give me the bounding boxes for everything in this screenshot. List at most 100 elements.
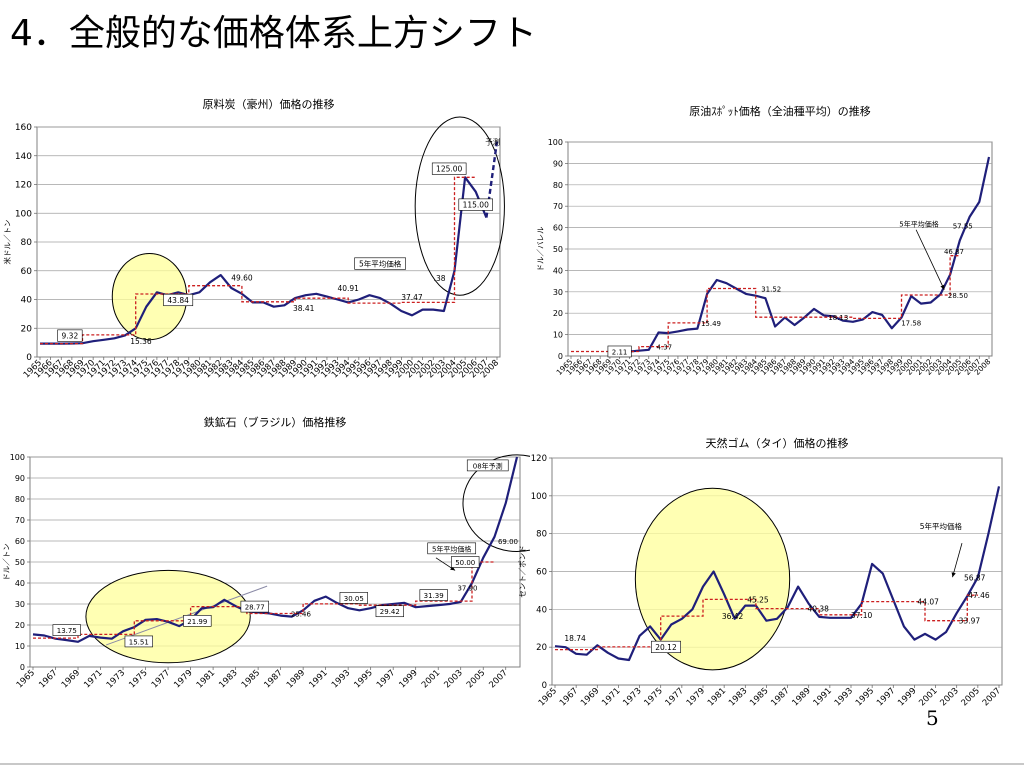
crude-y-tick-label: 0	[558, 352, 563, 361]
rubber-data-label: 20.12	[651, 640, 681, 653]
crude-data-label-text: 2.11	[612, 348, 628, 356]
crude-data-label-text: 15.49	[701, 320, 721, 328]
iron-x-tick-label: 1995	[352, 668, 374, 690]
rubber-data-label-text: 37.10	[851, 611, 873, 620]
rubber-data-label: 37.10	[851, 611, 873, 620]
rubber-x-tick-label: 1993	[833, 686, 855, 708]
rubber-highlight-ellipse-yellow	[634, 487, 791, 671]
crude-y-tick-label: 40	[553, 266, 563, 275]
natural-rubber-price-chart: 天然ゴム（タイ）価格の推移 0 20 40 60 80 100 120 セント／ポンド 1965 1…	[514, 432, 1014, 722]
iron-data-label: 5年平均価格	[427, 542, 477, 555]
coal-data-label: 9.32	[57, 329, 83, 342]
iron-data-label-box	[52, 624, 81, 636]
coal-data-label: 115.00	[458, 198, 493, 211]
coal-data-label: 15.36	[130, 337, 152, 346]
rubber-x-tick-label: 1987	[769, 686, 791, 708]
iron-data-label-box	[451, 556, 480, 568]
rubber-x-tick-label: 1971	[600, 686, 622, 708]
iron-series-price	[32, 456, 519, 643]
rubber-data-label: 40.38	[807, 605, 829, 614]
iron-data-label-text: 13.75	[57, 627, 77, 635]
crude-data-label: 2.11	[607, 345, 632, 358]
rubber-x-tick-label: 1995	[854, 686, 876, 708]
rubber-data-label-text: 47.46	[968, 591, 990, 600]
crude-series-price	[629, 156, 991, 353]
iron-data-label-text: 08年予測	[473, 461, 503, 470]
rubber-data-label-text: 56.87	[964, 573, 986, 582]
rubber-data-label-box	[651, 640, 681, 653]
iron-highlight-ellipse-outline	[462, 454, 530, 552]
iron-y-axis-label: ドル／トン	[2, 543, 11, 581]
coal-y-axis-label: 米ドル／トン	[2, 220, 12, 265]
coal-y-tick-label: 140	[15, 152, 32, 162]
iron-y-tick-label: 20	[15, 621, 25, 630]
rubber-x-tick-label: 1999	[896, 686, 918, 708]
rubber-data-label: 45.25	[747, 595, 769, 604]
iron-x-tick-label: 1977	[150, 668, 172, 690]
iron-data-label-box	[427, 542, 477, 555]
rubber-data-label: 18.74	[564, 634, 586, 643]
rubber-x-tick-label: 2005	[960, 686, 982, 708]
iron-x-tick-label: 1997	[375, 668, 397, 690]
iron-data-label-text: 28.77	[245, 604, 265, 612]
coal-data-label-text: 49.60	[231, 274, 253, 283]
crude-y-tick-label: 30	[553, 288, 563, 297]
iron-x-tick-label: 1971	[82, 668, 104, 690]
rubber-data-label-text: 36.42	[722, 612, 744, 621]
coal-data-label: 40.91	[337, 284, 359, 293]
rubber-data-label-text: 44.07	[917, 598, 939, 607]
crude-y-tick-label: 70	[553, 202, 563, 211]
rubber-y-axis-label: セント／ポンド	[518, 545, 527, 598]
iron-x-tick-label: 1999	[397, 668, 419, 690]
crude-series-five-year-average	[571, 255, 960, 353]
coal-data-label: 49.60	[231, 274, 253, 283]
coal-y-tick-label: 60	[21, 267, 33, 277]
coal-highlight-ellipse-outline	[414, 116, 505, 296]
iron-y-tick-label: 50	[15, 558, 25, 567]
iron-data-label-text: 50.00	[455, 559, 475, 567]
iron-y-tick-label: 90	[15, 474, 25, 483]
iron-x-tick-label: 2003	[442, 668, 464, 690]
footer-divider	[0, 763, 1024, 765]
iron-x-tick-label: 1993	[330, 668, 352, 690]
iron-data-label-text: 29.42	[380, 608, 400, 616]
iron-y-tick-label: 30	[15, 600, 25, 609]
iron-data-label-text: 30.05	[344, 595, 364, 603]
iron-x-tick-label: 1965	[15, 668, 37, 690]
rubber-data-label: 33.97	[959, 617, 981, 626]
coal-y-tick-label: 40	[21, 296, 33, 306]
iron-x-tick-label: 1983	[217, 668, 239, 690]
crude-y-axis-label: ドル／バレル	[536, 226, 545, 271]
coal-data-label-text: 125.00	[436, 165, 462, 174]
coal-data-label: 38.41	[293, 304, 315, 313]
rubber-series-price	[554, 486, 1001, 662]
natural-rubber-price-chart-svg: 天然ゴム（タイ）価格の推移020406080100120セント／ポンド19651…	[518, 436, 1003, 708]
rubber-data-label-text: 5年平均価格	[920, 521, 963, 531]
iron-x-tick-label: 1989	[285, 668, 307, 690]
iron-y-tick-label: 80	[15, 495, 25, 504]
rubber-x-tick-label: 1973	[621, 686, 643, 708]
iron-x-tick-label: 1985	[240, 668, 262, 690]
coal-y-tick-label: 160	[15, 123, 32, 133]
coal-data-label-text: 38.41	[293, 304, 315, 313]
iron-data-label-text: 21.99	[187, 618, 207, 626]
crude-data-label-text: 18.13	[828, 314, 848, 322]
crude-data-label: 28.50	[948, 292, 968, 300]
crude-callout-arrow	[915, 229, 945, 290]
rubber-data-label-text: 40.38	[807, 605, 829, 614]
iron-data-label-text: 69.00	[498, 538, 518, 546]
coal-price-chart-svg: 原料炭（豪州）価格の推移 0 20 40 60 80 100 120 140 160 米ドル／トン 1…	[2, 97, 505, 380]
rubber-x-tick-label: 1979	[685, 686, 707, 708]
iron-y-tick-label: 0	[20, 663, 25, 672]
iron-data-label: 28.77	[240, 600, 269, 613]
rubber-y-tick-label: 40	[536, 605, 547, 615]
rubber-x-tick-label: 1967	[558, 686, 580, 708]
iron-data-label: 13.75	[52, 624, 81, 636]
iron-y-tick-label: 100	[10, 453, 25, 462]
rubber-data-label: 36.42	[722, 612, 744, 621]
crude-y-tick-label: 50	[553, 245, 563, 254]
iron-data-label-box	[124, 635, 153, 648]
coal-data-label-text: 43.84	[167, 296, 189, 305]
coal-data-label-text: 予測	[485, 136, 500, 146]
slide-title: 4．全般的な価格体系上方シフト	[10, 13, 537, 54]
